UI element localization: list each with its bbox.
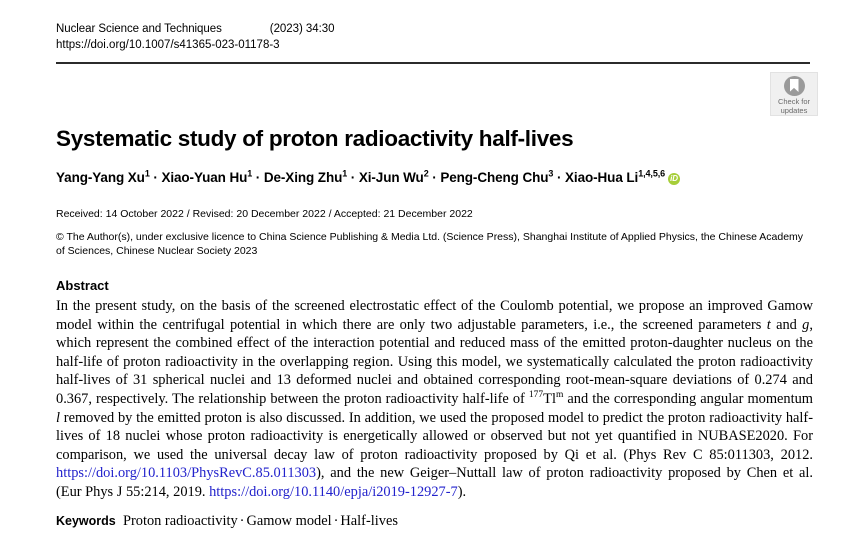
author-affiliation: 1,4,5,6 (638, 168, 666, 179)
check-for-updates-label: Check for updates (777, 97, 811, 115)
author-separator: · (252, 170, 264, 185)
author-affiliation: 2 (423, 168, 429, 179)
keyword-item: Proton radioactivity (122, 513, 238, 529)
author-name: Peng-Cheng Chu (440, 170, 549, 185)
author-name: De-Xing Zhu (263, 170, 343, 185)
param-g: g (802, 316, 810, 333)
abstract-text: , which represent the combined effect of… (56, 316, 813, 407)
abstract-text: In the present study, on the basis of th… (56, 298, 813, 333)
param-t: t (766, 316, 771, 333)
keyword-separator: · (239, 513, 245, 529)
author-separator: · (428, 170, 441, 185)
journal-header-line: Nuclear Science and Techniques (2023) 34:… (56, 22, 816, 37)
crossmark-logo-icon (783, 76, 805, 96)
isotope-mass-number: 177 (528, 390, 544, 401)
author-separator: · (347, 170, 359, 185)
author-name: Xiao-Hua Li (565, 170, 639, 185)
author-separator: · (553, 170, 566, 185)
author-affiliation: 3 (548, 168, 554, 179)
abstract-text: ). (457, 483, 467, 500)
author-affiliation: 1 (342, 168, 348, 179)
keyword-item: Gamow model (246, 513, 332, 529)
isotope-symbol: Tl (543, 390, 556, 407)
keywords-label: Keywords (56, 514, 116, 528)
abstract-text: and (770, 316, 803, 333)
abstract-heading: Abstract (56, 278, 109, 293)
doi-link-chen[interactable]: https://doi.org/10.1140/epja/i2019-12927… (209, 483, 458, 500)
page-title: Systematic study of proton radioactivity… (56, 126, 574, 152)
check-for-updates-badge[interactable]: Check for updates (770, 72, 818, 116)
keyword-item: Half-lives (340, 513, 398, 529)
journal-header: Nuclear Science and Techniques (2023) 34:… (56, 22, 816, 53)
journal-issue: (2023) 34:30 (269, 23, 335, 35)
author-name: Yang-Yang Xu (56, 170, 145, 185)
doi-link-qi[interactable]: https://doi.org/10.1103/PhysRevC.85.0113… (56, 465, 317, 482)
abstract-text: removed by the emitted proton is also di… (56, 409, 813, 463)
abstract-text: ), and the new Geiger–Nuttall law of pro… (56, 465, 813, 500)
author-name: Xi-Jun Wu (358, 170, 424, 185)
author-separator: · (149, 170, 162, 185)
publication-dates: Received: 14 October 2022 / Revised: 20 … (56, 208, 473, 220)
author-list: Yang-Yang Xu1 · Xiao-Yuan Hu1 · De-Xing … (56, 168, 816, 188)
abstract-body: In the present study, on the basis of th… (56, 297, 813, 502)
param-l: l (56, 409, 60, 426)
copyright-notice: © The Author(s), under exclusive licence… (56, 231, 804, 257)
author-name: Xiao-Yuan Hu (161, 170, 248, 185)
author-affiliation: 1 (247, 168, 253, 179)
journal-name: Nuclear Science and Techniques (56, 23, 222, 35)
header-divider (56, 62, 810, 64)
keywords-row: Keywords Proton radioactivity · Gamow mode… (56, 512, 813, 531)
isotope-isomer-state: m (555, 390, 564, 401)
keyword-separator: · (333, 513, 339, 529)
journal-doi: https://doi.org/10.1007/s41365-023-01178… (56, 39, 280, 51)
abstract-text: and the corresponding angular momentum (563, 390, 813, 407)
author-affiliation: 1 (144, 168, 150, 179)
orcid-icon[interactable]: iD (668, 173, 681, 185)
